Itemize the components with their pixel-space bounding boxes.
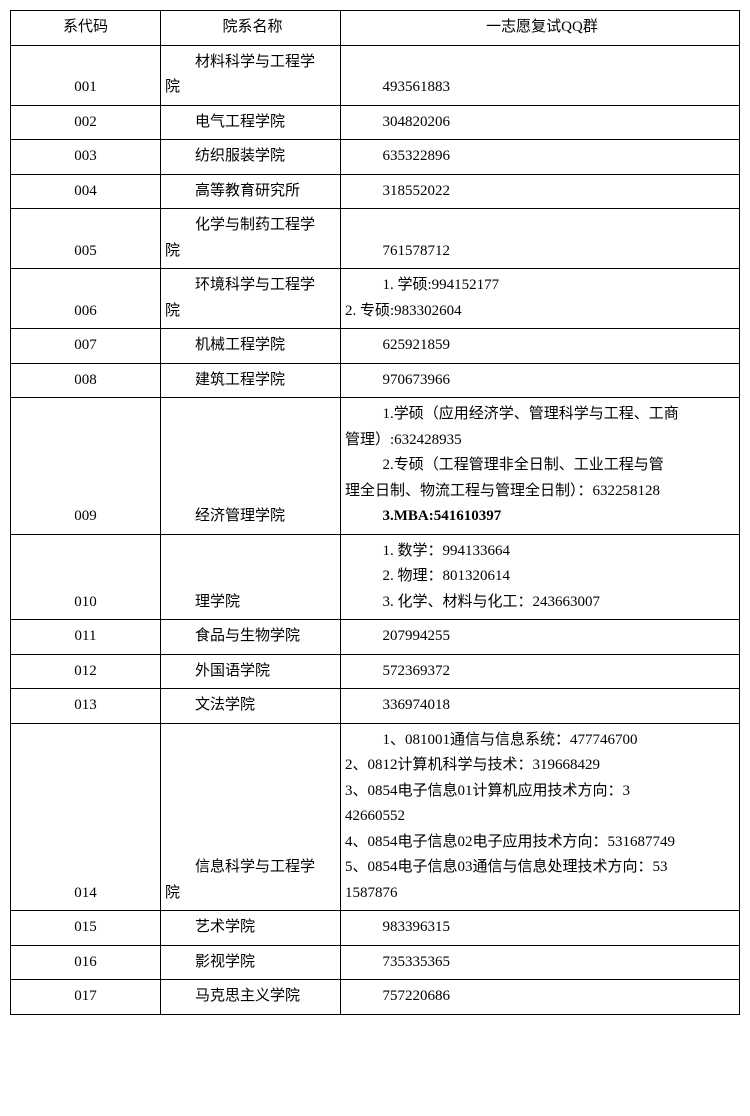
table-row: 004高等教育研究所318552022 (11, 174, 740, 209)
table-row: 013文法学院336974018 (11, 689, 740, 724)
table-row: 010理学院1. 数学：9941336642. 物理：8013206143. 化… (11, 534, 740, 620)
cell-code: 009 (11, 398, 161, 535)
cell-qq: 1. 学硕:9941521772. 专硕:983302604 (341, 269, 740, 329)
cell-name: 化学与制药工程学院 (161, 209, 341, 269)
cell-name: 高等教育研究所 (161, 174, 341, 209)
table-row: 017马克思主义学院757220686 (11, 980, 740, 1015)
cell-qq: 336974018 (341, 689, 740, 724)
cell-name: 信息科学与工程学院 (161, 723, 341, 911)
cell-code: 015 (11, 911, 161, 946)
cell-name: 环境科学与工程学院 (161, 269, 341, 329)
table-header-row: 系代码 院系名称 一志愿复试QQ群 (11, 11, 740, 46)
cell-qq: 318552022 (341, 174, 740, 209)
cell-qq: 761578712 (341, 209, 740, 269)
header-code: 系代码 (11, 11, 161, 46)
table-row: 005化学与制药工程学院761578712 (11, 209, 740, 269)
cell-code: 007 (11, 329, 161, 364)
cell-code: 008 (11, 363, 161, 398)
cell-code: 004 (11, 174, 161, 209)
table-row: 015艺术学院983396315 (11, 911, 740, 946)
cell-name: 纺织服装学院 (161, 140, 341, 175)
table-row: 014信息科学与工程学院1、081001通信与信息系统：4777467002、0… (11, 723, 740, 911)
table-row: 006环境科学与工程学院1. 学硕:9941521772. 专硕:9833026… (11, 269, 740, 329)
table-row: 008建筑工程学院970673966 (11, 363, 740, 398)
cell-code: 013 (11, 689, 161, 724)
cell-qq: 635322896 (341, 140, 740, 175)
table-row: 012外国语学院572369372 (11, 654, 740, 689)
cell-code: 010 (11, 534, 161, 620)
cell-qq: 735335365 (341, 945, 740, 980)
table-row: 009经济管理学院1.学硕（应用经济学、管理科学与工程、工商管理）:632428… (11, 398, 740, 535)
cell-qq: 1.学硕（应用经济学、管理科学与工程、工商管理）:6324289352.专硕（工… (341, 398, 740, 535)
cell-code: 014 (11, 723, 161, 911)
cell-qq: 572369372 (341, 654, 740, 689)
cell-qq: 970673966 (341, 363, 740, 398)
table-row: 003纺织服装学院635322896 (11, 140, 740, 175)
cell-name: 外国语学院 (161, 654, 341, 689)
cell-code: 006 (11, 269, 161, 329)
cell-qq: 1、081001通信与信息系统：4777467002、0812计算机科学与技术：… (341, 723, 740, 911)
table-body: 001材料科学与工程学院493561883002电气工程学院3048202060… (11, 45, 740, 1014)
cell-name: 经济管理学院 (161, 398, 341, 535)
qq-groups-table: 系代码 院系名称 一志愿复试QQ群 001材料科学与工程学院4935618830… (10, 10, 740, 1015)
cell-qq: 304820206 (341, 105, 740, 140)
cell-name: 影视学院 (161, 945, 341, 980)
cell-code: 011 (11, 620, 161, 655)
cell-name: 电气工程学院 (161, 105, 341, 140)
cell-qq: 757220686 (341, 980, 740, 1015)
cell-code: 012 (11, 654, 161, 689)
cell-code: 016 (11, 945, 161, 980)
cell-code: 005 (11, 209, 161, 269)
cell-name: 理学院 (161, 534, 341, 620)
cell-name: 机械工程学院 (161, 329, 341, 364)
cell-code: 003 (11, 140, 161, 175)
cell-qq: 983396315 (341, 911, 740, 946)
header-name: 院系名称 (161, 11, 341, 46)
cell-qq: 207994255 (341, 620, 740, 655)
cell-name: 材料科学与工程学院 (161, 45, 341, 105)
cell-code: 002 (11, 105, 161, 140)
table-row: 016影视学院735335365 (11, 945, 740, 980)
cell-qq: 625921859 (341, 329, 740, 364)
header-qq: 一志愿复试QQ群 (341, 11, 740, 46)
cell-name: 建筑工程学院 (161, 363, 341, 398)
cell-name: 马克思主义学院 (161, 980, 341, 1015)
cell-code: 001 (11, 45, 161, 105)
cell-qq: 1. 数学：9941336642. 物理：8013206143. 化学、材料与化… (341, 534, 740, 620)
table-row: 007机械工程学院625921859 (11, 329, 740, 364)
table-row: 002电气工程学院304820206 (11, 105, 740, 140)
table-row: 011食品与生物学院207994255 (11, 620, 740, 655)
table-row: 001材料科学与工程学院493561883 (11, 45, 740, 105)
cell-name: 艺术学院 (161, 911, 341, 946)
cell-qq: 493561883 (341, 45, 740, 105)
cell-name: 食品与生物学院 (161, 620, 341, 655)
cell-code: 017 (11, 980, 161, 1015)
cell-name: 文法学院 (161, 689, 341, 724)
